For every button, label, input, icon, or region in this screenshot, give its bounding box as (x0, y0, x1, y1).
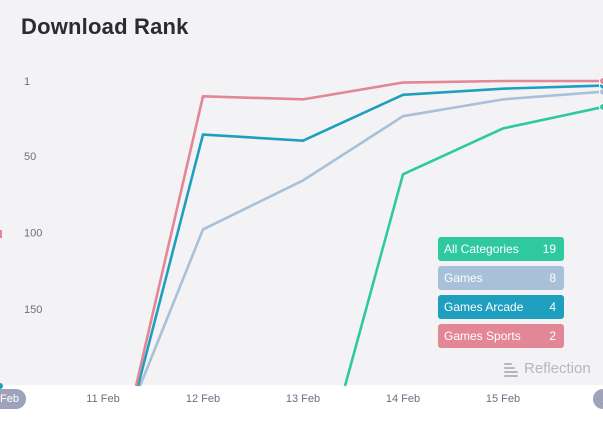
series-end-point (599, 77, 603, 85)
series-end-point (599, 87, 603, 96)
legend-item-games-sports[interactable]: Games Sports 2 (438, 324, 564, 348)
legend-item-all-categories[interactable]: All Categories 19 (438, 237, 564, 261)
left-edge-point (0, 383, 3, 389)
x-tick-label: 13 Feb (286, 393, 320, 405)
y-tick-label: 100 (24, 227, 42, 239)
legend-value: 2 (549, 329, 556, 343)
x-tick-label: 14 Feb (386, 393, 420, 405)
series-line-all-categories (343, 105, 603, 387)
x-tick-label: 15 Feb (486, 393, 520, 405)
y-tick-label: 50 (24, 151, 36, 163)
legend-value: 4 (549, 300, 556, 314)
y-tick-label: 150 (24, 304, 42, 316)
x-tick-label: 11 Feb (86, 393, 119, 405)
legend-value: 19 (542, 242, 556, 256)
x-tick-label: Feb (0, 393, 19, 405)
page-title: Download Rank (21, 14, 189, 39)
legend-label: Games (444, 271, 483, 285)
watermark-text: Reflection (524, 360, 591, 377)
reflection-logo-icon (504, 362, 518, 377)
left-edge-marker (0, 230, 2, 238)
series-end-point (599, 103, 603, 112)
series-line-games-arcade (136, 84, 603, 387)
x-range-handle[interactable] (0, 389, 26, 409)
legend-label: Games Arcade (444, 300, 524, 314)
series-line-games-sports (134, 79, 603, 387)
legend-value: 8 (549, 271, 556, 285)
legend-label: Games Sports (444, 329, 521, 343)
legend-label: All Categories (444, 242, 519, 256)
series-lines (134, 77, 603, 387)
series-line-games (138, 90, 603, 387)
legend-item-games[interactable]: Games 8 (438, 266, 564, 290)
y-tick-label: 1 (24, 76, 30, 88)
x-tick-label: 12 Feb (186, 393, 220, 405)
legend-item-games-arcade[interactable]: Games Arcade 4 (438, 295, 564, 319)
x-range-handle[interactable] (593, 389, 603, 409)
chart-legend: All Categories 19 Games 8 Games Arcade 4 Games… (438, 237, 564, 353)
chart-card (0, 0, 603, 385)
reflection-watermark: Reflection (504, 360, 591, 377)
